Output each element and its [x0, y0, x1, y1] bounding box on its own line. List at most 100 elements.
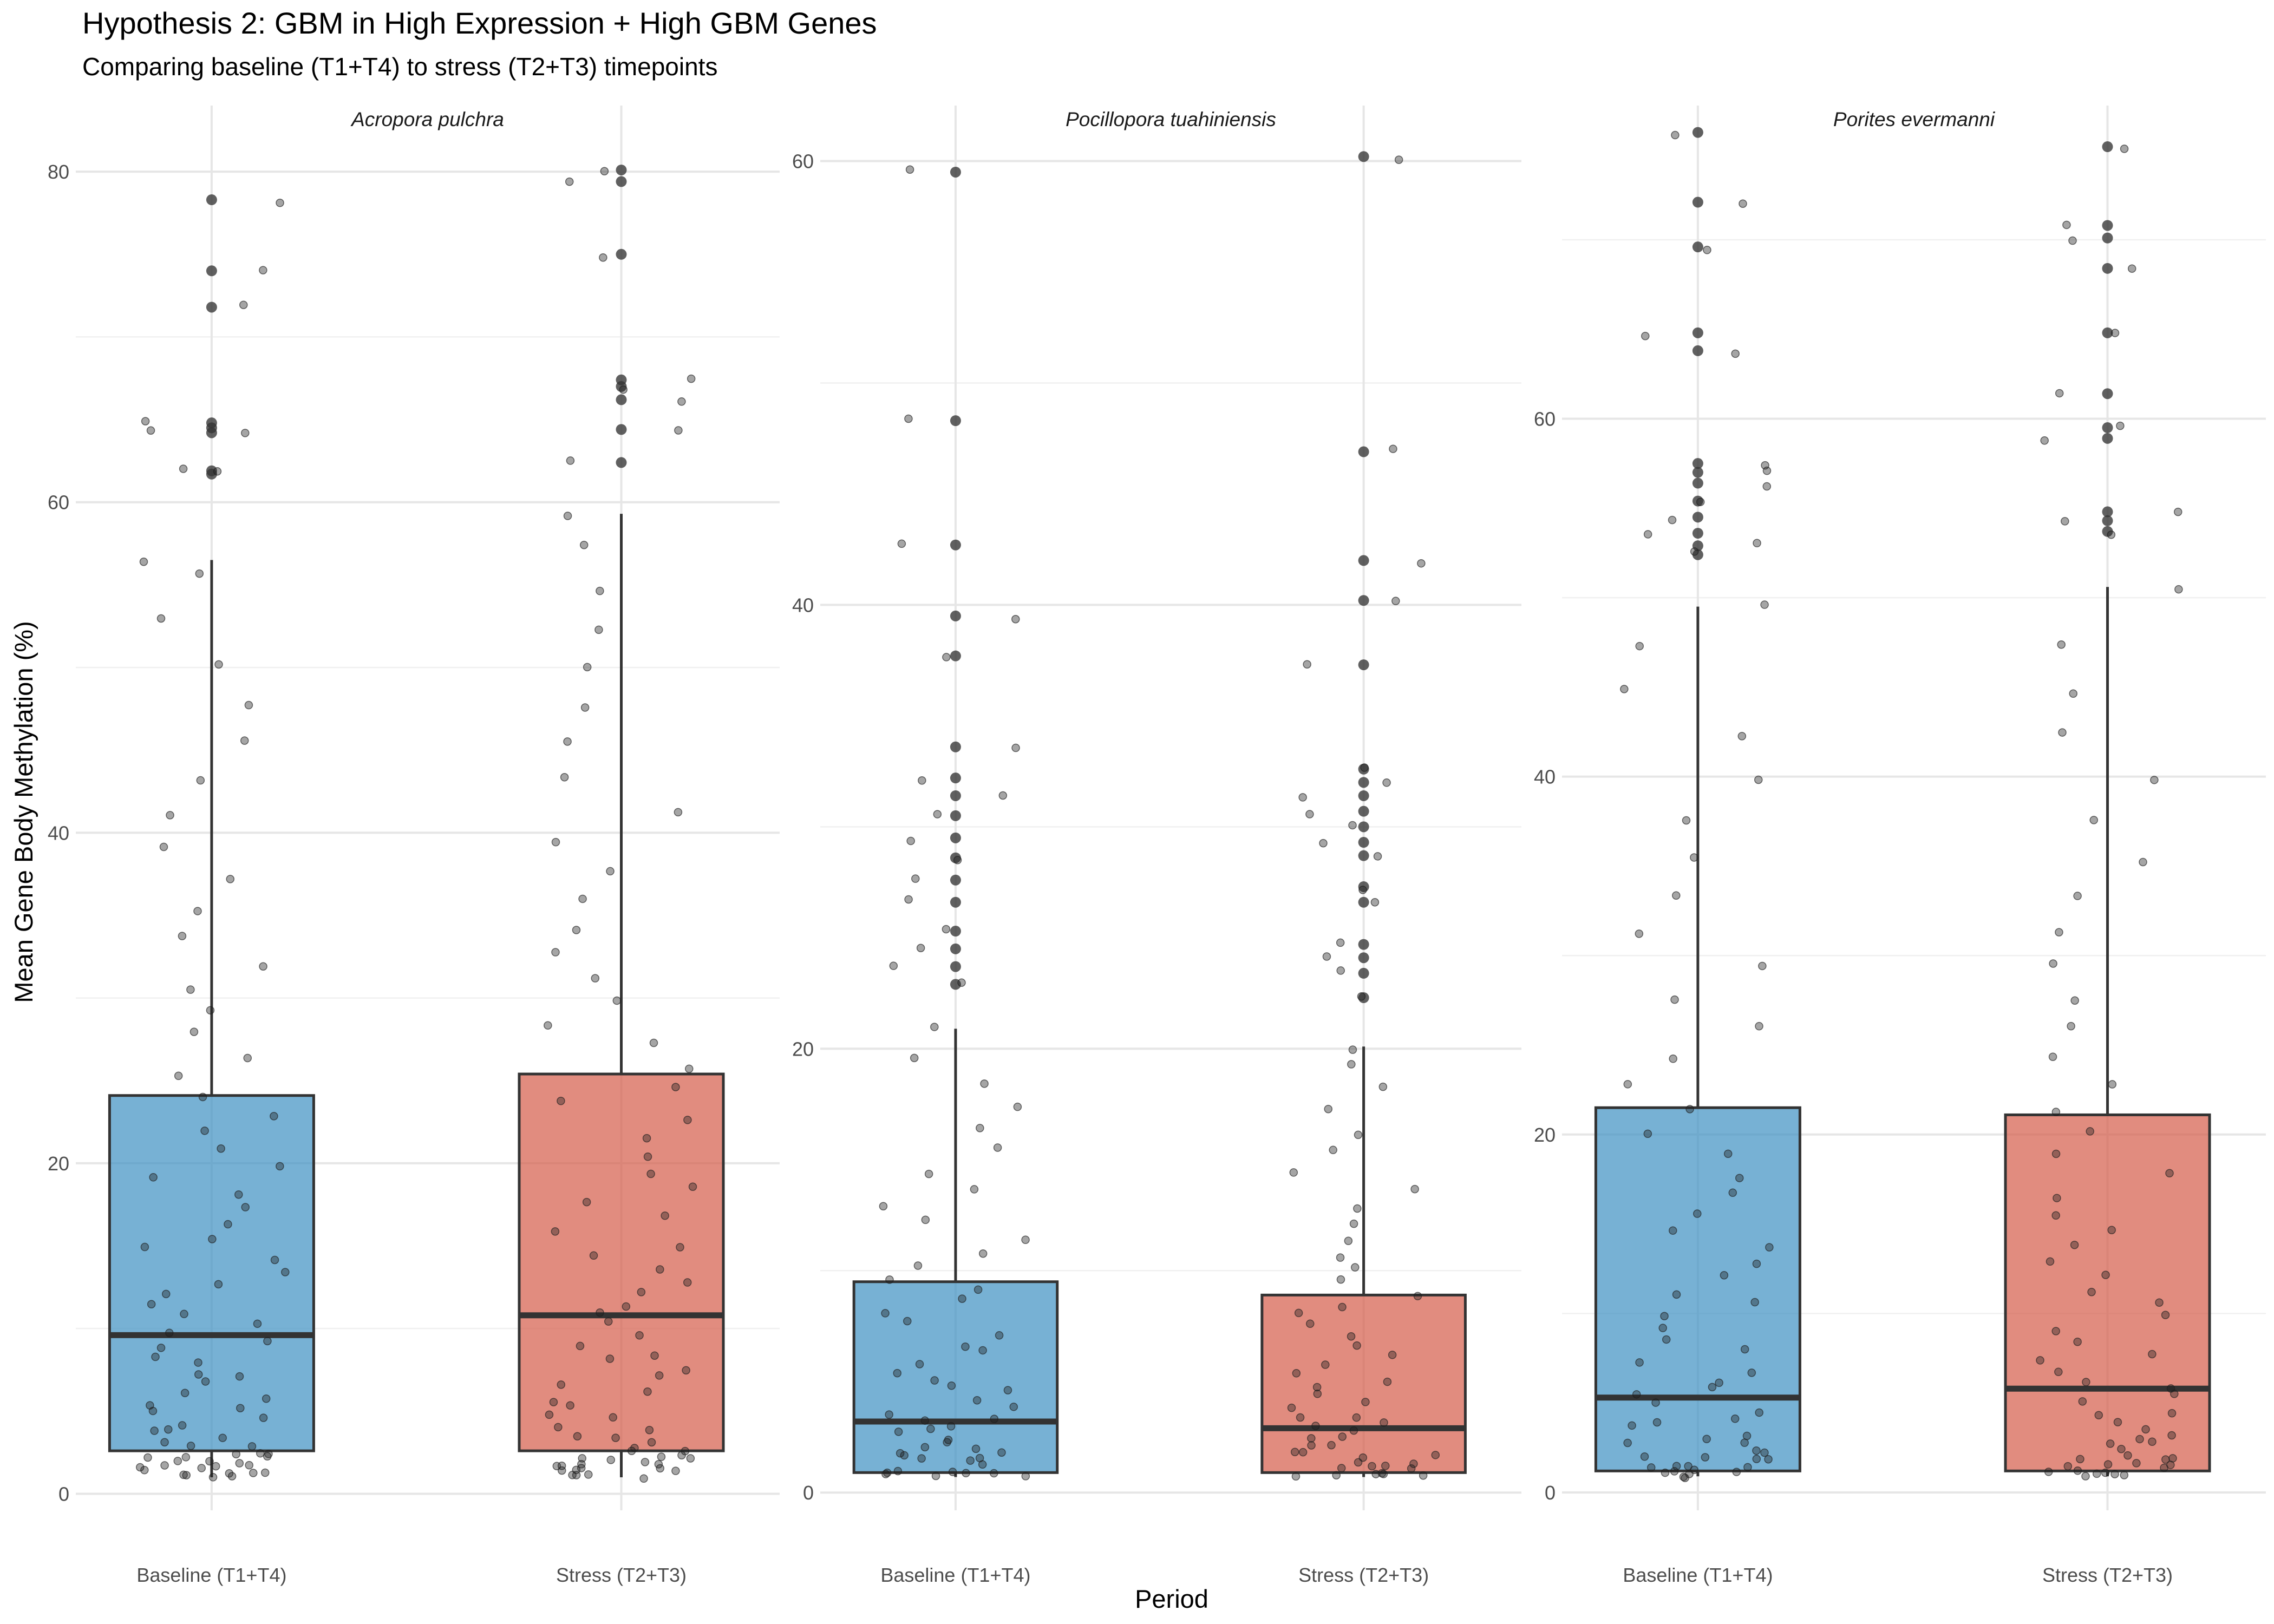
jitter-point [197, 1464, 206, 1472]
jitter-point [681, 1446, 690, 1456]
jitter-point [281, 1268, 290, 1276]
iqr-box [1594, 1106, 1801, 1472]
y-tick-label: 60 [1534, 408, 1556, 430]
jitter-point [193, 907, 202, 915]
outlier-point [2102, 422, 2113, 434]
jitter-point [194, 1358, 202, 1367]
jitter-point [961, 1342, 970, 1351]
jitter-point [1740, 1345, 1749, 1354]
outlier-point [1692, 241, 1703, 253]
jitter-point [1703, 246, 1711, 254]
jitter-point [611, 1433, 620, 1442]
outlier-point [616, 424, 627, 435]
jitter-point [1380, 1418, 1388, 1427]
jitter-point [551, 948, 560, 957]
jitter-point [208, 1473, 218, 1482]
jitter-point [997, 1448, 1006, 1457]
jitter-point [579, 541, 589, 549]
jitter-point [1755, 1408, 1763, 1417]
jitter-point [900, 1451, 909, 1460]
jitter-point [1407, 1464, 1416, 1473]
jitter-point [671, 1083, 680, 1091]
outlier-point [950, 943, 961, 954]
jitter-point [2107, 530, 2116, 539]
jitter-point [1371, 1470, 1380, 1478]
jitter-point [2148, 1350, 2157, 1359]
jitter-point [1347, 1060, 1356, 1069]
jitter-point [661, 1211, 669, 1220]
jitter-point [2127, 264, 2136, 273]
jitter-point [657, 1452, 666, 1461]
jitter-point [2061, 517, 2069, 526]
jitter-point [156, 614, 166, 623]
facet-strip-label: Pocillopora tuahiniensis [1066, 108, 1276, 130]
jitter-point [1394, 155, 1403, 164]
jitter-point [1764, 1455, 1773, 1464]
jitter-point [926, 1424, 935, 1433]
y-tick-label: 80 [48, 161, 69, 183]
jitter-point [2117, 1444, 2126, 1453]
jitter-point [2167, 1409, 2177, 1418]
jitter-point [557, 1462, 566, 1470]
jitter-point [243, 1053, 252, 1063]
outlier-point [1358, 446, 1369, 457]
jitter-point [606, 867, 615, 876]
jitter-point [947, 1381, 956, 1390]
jitter-point [1765, 1243, 1774, 1252]
jitter-point [904, 895, 913, 904]
jitter-point [166, 811, 174, 820]
jitter-point [1750, 1298, 1759, 1307]
jitter-point [572, 926, 581, 934]
jitter-point [885, 1410, 893, 1419]
jitter-point [1011, 614, 1020, 624]
jitter-point [1684, 1462, 1693, 1471]
jitter-point [910, 1053, 919, 1063]
outlier-point [1358, 837, 1369, 848]
jitter-point [685, 1064, 694, 1073]
x-tick-label: Stress (T2+T3) [556, 1564, 687, 1586]
jitter-point [604, 1317, 613, 1326]
jitter-point [1373, 852, 1382, 861]
jitter-point [259, 1413, 268, 1422]
jitter-point [1352, 1413, 1361, 1422]
jitter-point [259, 962, 267, 971]
jitter-point [643, 1152, 652, 1161]
jitter-point [1640, 1452, 1649, 1461]
jitter-point [904, 414, 913, 423]
jitter-point [1361, 1398, 1370, 1406]
x-tick-label: Stress (T2+T3) [1298, 1564, 1429, 1586]
jitter-point [2044, 1468, 2053, 1476]
jitter-point [1021, 1235, 1030, 1245]
jitter-point [630, 1444, 639, 1452]
jitter-point [174, 1071, 183, 1081]
x-tick-label: Baseline (T1+T4) [880, 1564, 1030, 1586]
jitter-point [2069, 689, 2077, 698]
jitter-point [2051, 1327, 2060, 1335]
jitter-point [677, 397, 686, 406]
jitter-point [2135, 1435, 2144, 1444]
outlier-point [2102, 232, 2113, 244]
outlier-point [2102, 220, 2113, 231]
jitter-point [141, 417, 150, 425]
jitter-point [2113, 1418, 2122, 1426]
jitter-point [920, 1443, 930, 1452]
jitter-point [953, 856, 962, 865]
outlier-point [206, 265, 217, 277]
jitter-point [2048, 1052, 2057, 1061]
jitter-point [641, 1458, 650, 1466]
box-stress [518, 165, 725, 1483]
jitter-point [1752, 1446, 1761, 1455]
jitter-point [165, 1328, 174, 1337]
outlier-point [1692, 540, 1703, 552]
jitter-point [264, 1450, 273, 1458]
jitter-point [2058, 728, 2067, 737]
jitter-point [1720, 1271, 1729, 1280]
jitter-point [2139, 857, 2147, 867]
jitter-point [2040, 436, 2049, 445]
outlier-point [616, 374, 627, 385]
jitter-point [687, 374, 696, 383]
jitter-point [948, 1468, 957, 1476]
jitter-point [918, 776, 926, 785]
jitter-point [1381, 1462, 1390, 1470]
jitter-point [149, 1173, 158, 1182]
